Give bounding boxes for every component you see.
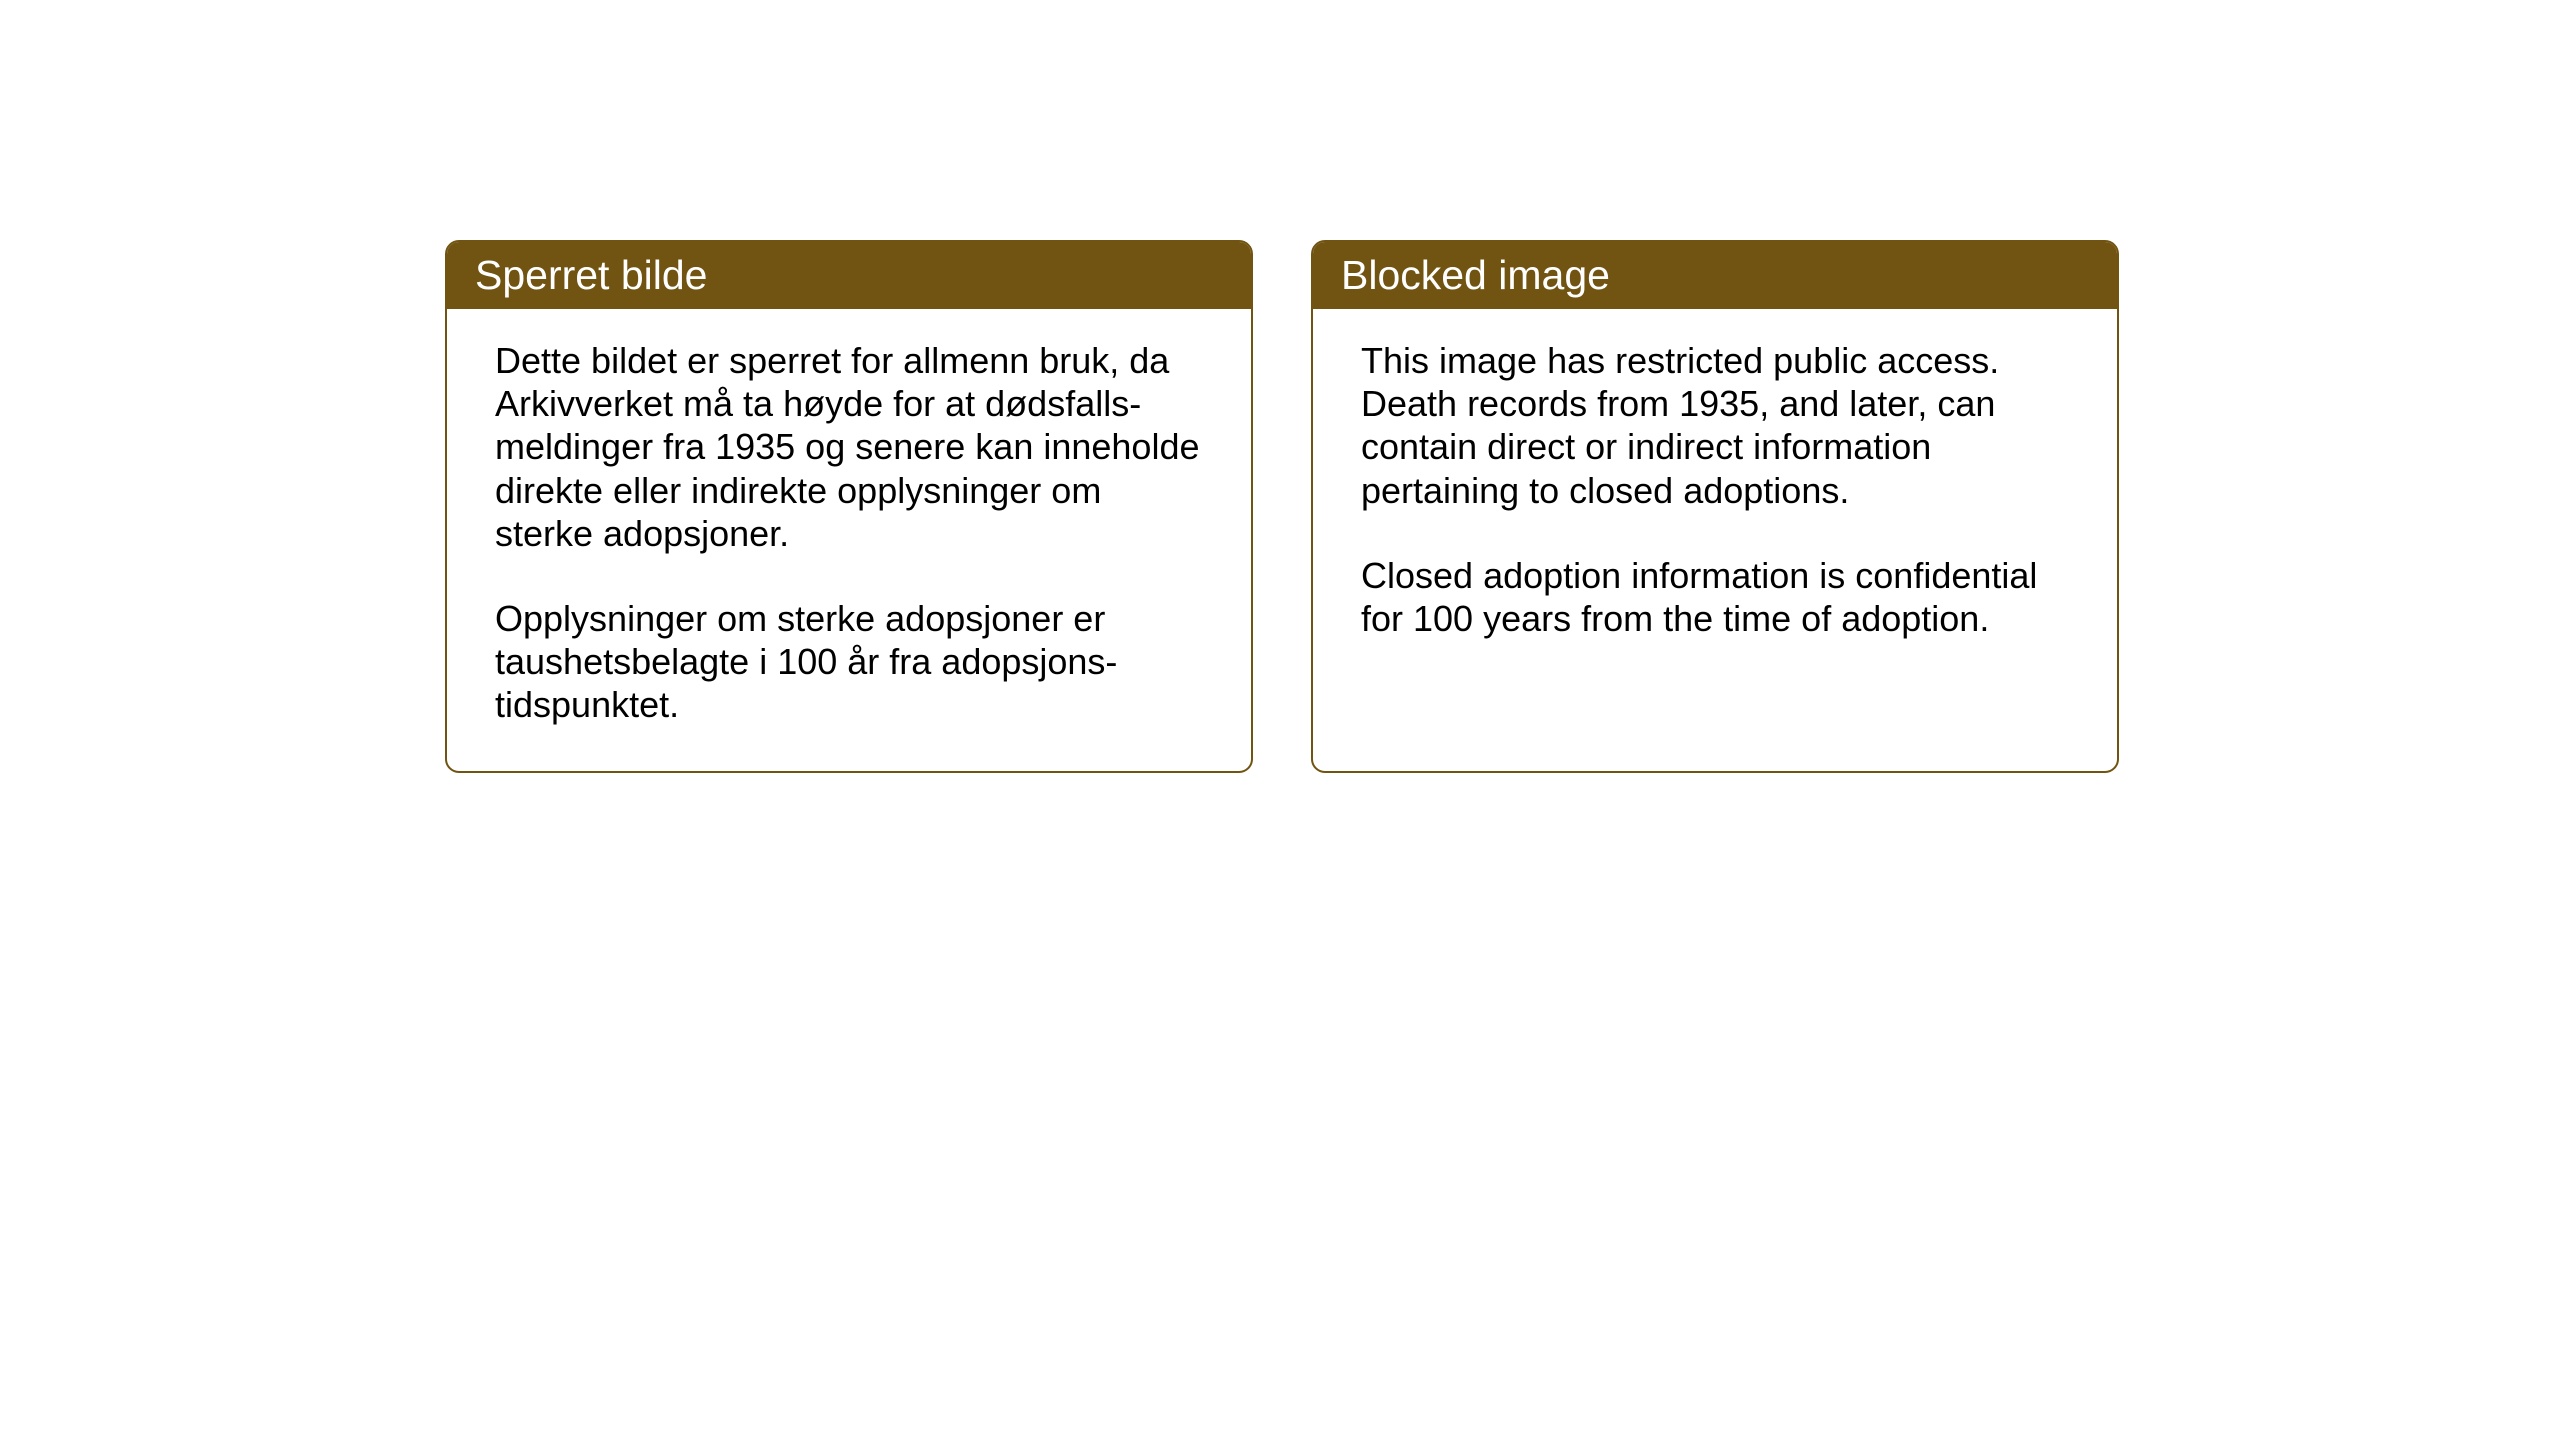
card-title-english: Blocked image	[1341, 252, 1610, 298]
card-header-norwegian: Sperret bilde	[447, 242, 1251, 309]
card-body-english: This image has restricted public access.…	[1313, 309, 2117, 684]
card-header-english: Blocked image	[1313, 242, 2117, 309]
card-paragraph-1-norwegian: Dette bildet er sperret for allmenn bruk…	[495, 339, 1203, 555]
notice-card-english: Blocked image This image has restricted …	[1311, 240, 2119, 773]
card-paragraph-2-english: Closed adoption information is confident…	[1361, 554, 2069, 640]
card-title-norwegian: Sperret bilde	[475, 252, 707, 298]
card-paragraph-2-norwegian: Opplysninger om sterke adopsjoner er tau…	[495, 597, 1203, 727]
notice-cards-container: Sperret bilde Dette bildet er sperret fo…	[445, 240, 2119, 773]
notice-card-norwegian: Sperret bilde Dette bildet er sperret fo…	[445, 240, 1253, 773]
card-body-norwegian: Dette bildet er sperret for allmenn bruk…	[447, 309, 1251, 771]
card-paragraph-1-english: This image has restricted public access.…	[1361, 339, 2069, 512]
